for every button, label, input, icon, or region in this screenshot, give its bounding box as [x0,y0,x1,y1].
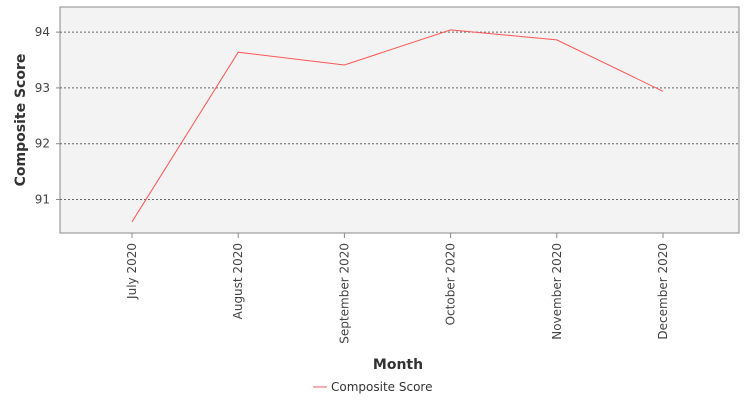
grid-lines [60,31,739,201]
y-tick-label: 93 [35,81,50,95]
y-tick-label: 91 [35,193,50,207]
x-tick-label: October 2020 [444,243,458,325]
x-tick-label: November 2020 [550,243,564,340]
x-tick-label: August 2020 [231,243,245,319]
y-axis-title: Composite Score [13,54,29,187]
x-axis-title: Month [373,357,423,373]
legend-label: Composite Score [331,380,432,394]
y-tick-label: 94 [35,25,50,39]
y-tick-label: 92 [35,137,50,151]
series-line [131,29,664,223]
x-tick-label: December 2020 [656,243,670,340]
x-tick-label: July 2020 [125,243,139,300]
plot-area [59,6,740,234]
y-axis-ticks: 91 92 93 94 [35,25,60,207]
x-axis-ticks: July 2020 August 2020 September 2020 Octobe… [125,233,670,344]
x-tick-label: September 2020 [337,243,351,344]
legend: Composite Score [313,380,432,394]
series-lines [131,29,664,223]
